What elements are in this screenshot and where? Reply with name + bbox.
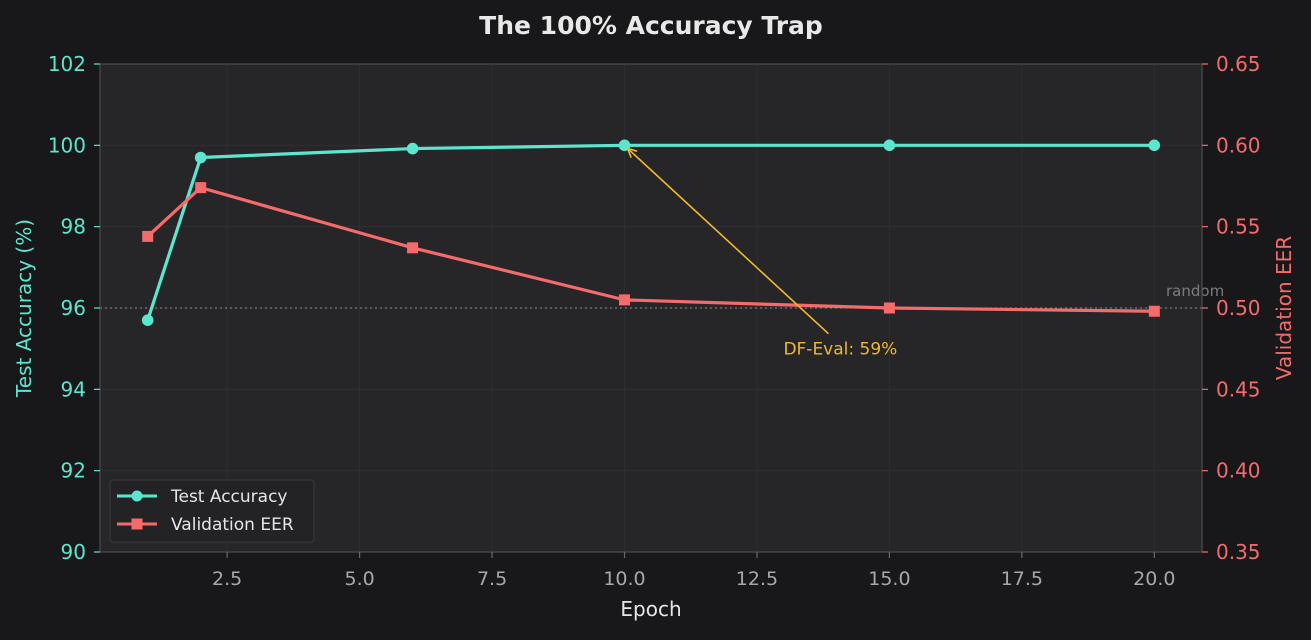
reference-line-group: random (100, 282, 1224, 309)
data-point-test-accuracy (883, 139, 896, 152)
series-line-test-accuracy (146, 143, 1156, 322)
y-left-tick-label: 94 (61, 377, 86, 401)
legend-box (109, 479, 315, 543)
x-axis-label: Epoch (620, 597, 681, 621)
data-point-validation-eer (619, 294, 631, 306)
x-tick-label: 5.0 (344, 568, 374, 590)
ticks-group: 2.5 5.0 7.5 10.0 12.5 15.0 17.5 20.0 90 92 94 96 98 1… (48, 52, 1261, 590)
x-tick-label: 7.5 (477, 568, 507, 590)
y-right-tick-label: 0.35 (1216, 540, 1261, 564)
data-point-test-accuracy (194, 151, 207, 164)
series-line-validation-eer (146, 186, 1156, 313)
legend-marker-test-accuracy (131, 490, 143, 502)
data-point-validation-eer (883, 302, 895, 314)
legend: Test Accuracy Validation EER (109, 479, 315, 543)
x-tick-label: 20.0 (1133, 568, 1175, 590)
x-tick-label: 17.5 (1001, 568, 1043, 590)
y-right-tick-label: 0.65 (1216, 52, 1261, 76)
reference-line-label: random (1166, 282, 1224, 300)
y-left-tick-label: 92 (61, 459, 86, 483)
data-point-test-accuracy (1148, 139, 1161, 152)
x-tick-label: 15.0 (868, 568, 910, 590)
annotation-text: DF-Eval: 59% (783, 340, 897, 360)
annotation-arrowhead (626, 147, 638, 158)
y-left-tick-label: 100 (48, 133, 86, 157)
data-point-validation-eer (195, 182, 207, 194)
data-point-test-accuracy (141, 314, 154, 327)
annotation-arrow (626, 147, 829, 335)
y-left-tick-label: 90 (61, 540, 86, 564)
legend-marker-validation-eer (131, 518, 143, 530)
y-right-tick-label: 0.55 (1216, 215, 1261, 239)
y-axis-left-label: Test Accuracy (%) (12, 219, 36, 398)
x-tick-label: 10.0 (603, 568, 645, 590)
data-point-test-accuracy (406, 142, 419, 155)
y-right-tick-label: 0.45 (1216, 377, 1261, 401)
chart-title: The 100% Accuracy Trap (479, 11, 823, 40)
y-right-tick-label: 0.40 (1216, 459, 1261, 483)
data-point-validation-eer (407, 242, 419, 254)
data-point-validation-eer (142, 230, 154, 242)
y-left-tick-label: 96 (61, 296, 86, 320)
annotation-group: DF-Eval: 59% (626, 147, 897, 360)
x-tick-label: 12.5 (736, 568, 778, 590)
y-right-tick-label: 0.50 (1216, 296, 1261, 320)
data-point-validation-eer (1148, 305, 1160, 317)
legend-label-test-accuracy: Test Accuracy (170, 487, 288, 507)
x-tick-label: 2.5 (212, 568, 242, 590)
y-axis-right-label: Validation EER (1272, 236, 1296, 380)
y-right-tick-label: 0.60 (1216, 133, 1261, 157)
legend-label-validation-eer: Validation EER (171, 515, 294, 535)
y-left-tick-label: 102 (48, 52, 86, 76)
y-left-tick-label: 98 (61, 215, 86, 239)
